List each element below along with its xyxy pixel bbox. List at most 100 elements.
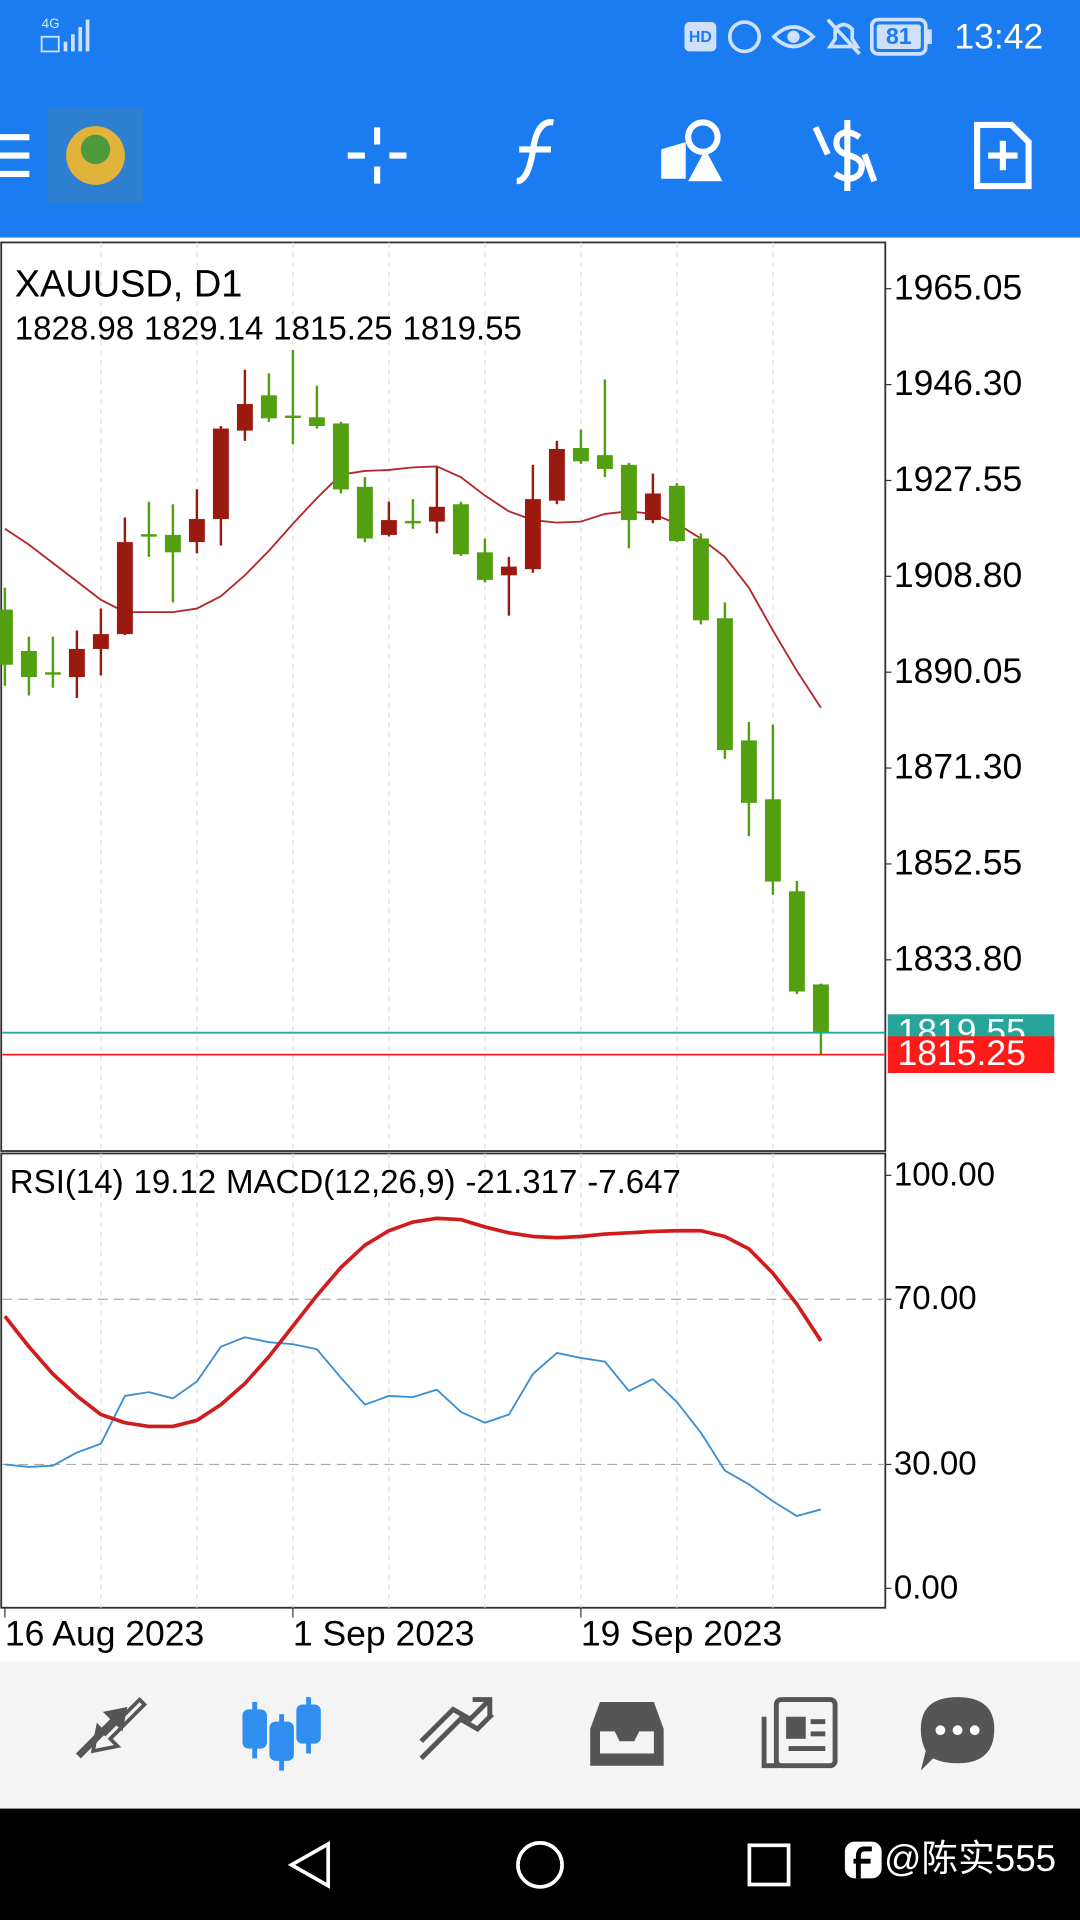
candle-body [476, 552, 493, 580]
home-button[interactable] [516, 1841, 564, 1889]
news-tab[interactable] [761, 1697, 838, 1769]
candle-body [596, 455, 613, 469]
ohlc-close: 1819.55 [402, 310, 521, 347]
candle-body [236, 404, 253, 431]
new-order-button[interactable] [974, 121, 1032, 190]
data-saver-icon [727, 20, 762, 54]
trade-tab[interactable] [419, 1697, 494, 1761]
history-tab[interactable] [590, 1702, 664, 1766]
candle-body [452, 504, 469, 555]
x-tick-label: 1 Sep 2023 [293, 1613, 475, 1653]
candle-body [428, 506, 445, 522]
candle-body [332, 423, 349, 490]
y-tick-label: 70.00 [894, 1280, 977, 1317]
marks-layer [0, 349, 886, 1517]
macd-label: MACD(12,26,9) [226, 1164, 456, 1201]
price-tag [887, 1036, 1055, 1074]
back-button[interactable] [287, 1840, 330, 1889]
quotes-tab[interactable] [75, 1696, 148, 1759]
network-label: 4G [42, 16, 60, 31]
macd-value: -21.317 [465, 1164, 577, 1201]
ohlc-readout: 1828.98 1829.14 1815.25 1819.55 [15, 310, 522, 347]
y-tick-label: 1908.80 [894, 555, 1022, 595]
mute-icon [826, 18, 861, 56]
hd-label: HD [689, 29, 712, 46]
candle-body [44, 672, 61, 675]
candle-body [764, 799, 781, 882]
candle-body [140, 534, 157, 537]
y-tick-label: 30.00 [894, 1445, 977, 1482]
ohlc-low: 1815.25 [273, 310, 392, 347]
watermark: @陈实555 [844, 1838, 1056, 1879]
candle-body [740, 740, 757, 803]
app-logo-badge [80, 134, 111, 165]
battery-label: 81 [886, 23, 912, 49]
y-tick-label: 1833.80 [894, 938, 1022, 978]
signal-bar [63, 41, 68, 52]
y-tick-label: 0.00 [894, 1569, 958, 1606]
candle-body [404, 520, 421, 524]
candle-body [164, 534, 181, 553]
signal-icon [40, 35, 60, 53]
candle-body [524, 499, 541, 570]
hd-icon [684, 22, 717, 52]
candle-body [356, 486, 373, 539]
candle-body [260, 395, 277, 419]
watermark-text: @陈实555 [884, 1838, 1056, 1879]
candle-body [812, 984, 829, 1033]
menu-button[interactable] [0, 134, 30, 177]
indicator-readout: RSI(14) 19.12 MACD(12,26,9) -21.317 -7.647 [10, 1164, 681, 1201]
main-plot-frame [0, 241, 887, 1152]
candle-body [716, 618, 733, 751]
y-tick-label: 1871.30 [894, 747, 1022, 787]
y-tick-label: 1890.05 [894, 651, 1022, 691]
candle-body [572, 447, 589, 462]
x-tick-label: 19 Sep 2023 [581, 1613, 782, 1653]
candle-body [692, 538, 709, 621]
ohlc-open: 1828.98 [15, 310, 134, 347]
candle-body [20, 650, 37, 678]
battery-cap [926, 29, 932, 45]
y-tick-label: 100.00 [894, 1156, 995, 1193]
candle-body [644, 493, 661, 521]
candle-body [284, 415, 301, 419]
status-bar: 4G HD 81 13:42 [40, 16, 1043, 57]
system-nav [0, 1808, 1080, 1920]
rsi-line [4, 1336, 822, 1517]
objects-button[interactable] [661, 119, 723, 182]
candle-body [380, 520, 397, 535]
indicator-button[interactable] [516, 119, 554, 185]
candle-body [668, 485, 685, 542]
candle-body [500, 566, 517, 576]
text-layer: XAUUSD, D1 1965.05 1946.30 1927.55 1908.80 1… [5, 264, 1055, 1653]
y-tick-label: 1927.55 [894, 459, 1022, 499]
rsi-value: 19.12 [133, 1164, 216, 1201]
macd-signal-line [3, 1216, 823, 1429]
watermark-logo-f [853, 1846, 872, 1879]
recents-button[interactable] [747, 1843, 791, 1887]
y-tick-label: 1852.55 [894, 843, 1022, 883]
crosshair-button[interactable] [347, 127, 407, 184]
candle-body [68, 648, 85, 678]
chart-tab[interactable] [242, 1697, 321, 1771]
trade-button[interactable] [812, 120, 878, 192]
signal-bar [85, 19, 90, 52]
bottom-nav [0, 1661, 1080, 1809]
clock: 13:42 [954, 17, 1043, 57]
candle-body [0, 609, 13, 665]
candle-body [116, 542, 133, 635]
messages-tab[interactable] [920, 1697, 995, 1771]
x-tick-label: 16 Aug 2023 [5, 1613, 204, 1653]
signal-bar [71, 34, 75, 52]
macd-value: -7.647 [587, 1164, 681, 1201]
eye-pupil [787, 30, 800, 43]
price-tag-label: 1815.25 [898, 1033, 1026, 1073]
signal-bar [78, 26, 83, 52]
candle-body [620, 464, 637, 521]
ohlc-high: 1829.14 [144, 310, 263, 347]
battery-level [876, 24, 921, 49]
battery-icon [870, 17, 928, 56]
chart-title: XAUUSD, D1 [15, 264, 243, 306]
y-tick-label: 1946.30 [894, 363, 1022, 403]
